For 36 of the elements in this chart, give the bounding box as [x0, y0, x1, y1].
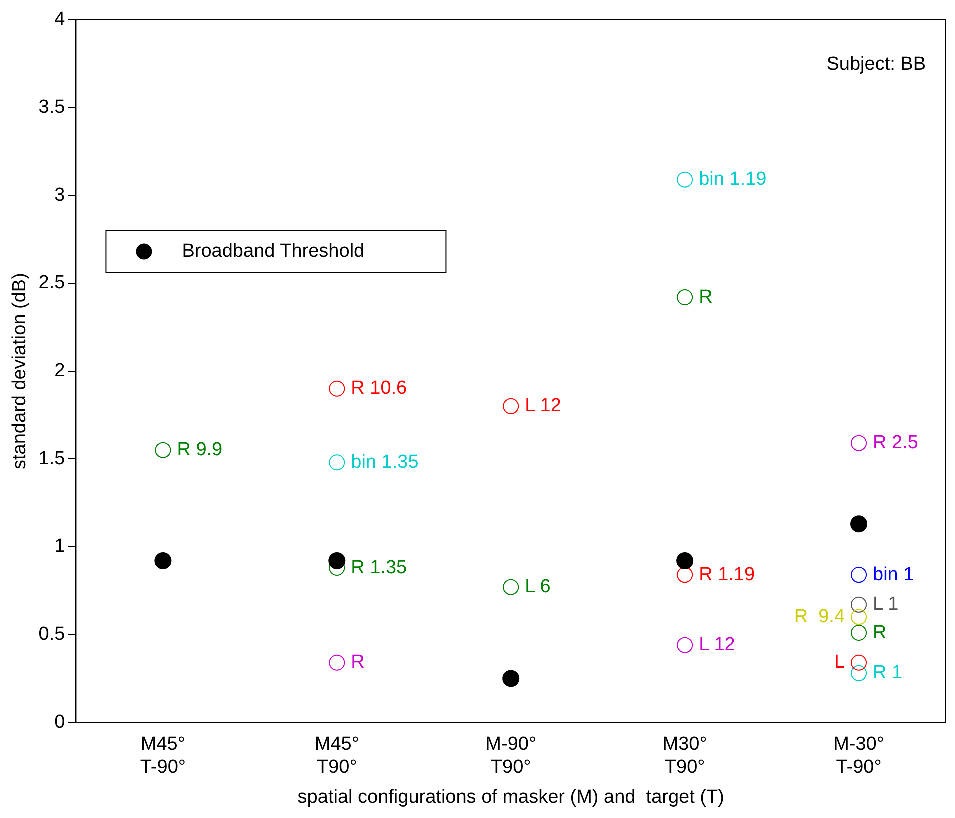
annotation: R 1 [873, 662, 903, 684]
annotation: R 1.35 [351, 557, 408, 578]
annotation: R 2.5 [873, 432, 918, 454]
y-tick-label: 0.5 [38, 624, 66, 646]
y-axis-title: standard deviation (dB) [10, 273, 31, 470]
annotation: bin 1.19 [699, 169, 767, 190]
annotation: bin 1 [873, 564, 914, 586]
annotation: R 9.9 [177, 440, 223, 461]
y-tick-label: 1 [54, 536, 66, 558]
annotation: R 9.4 [794, 606, 846, 628]
annotation: bin 1.35 [351, 452, 419, 473]
y-tick-label: 1.5 [38, 448, 66, 470]
annotation: L 1 [873, 594, 899, 616]
x-tick-label: M45° T90° [314, 734, 360, 778]
annotation: Subject: BB [826, 54, 926, 76]
annotation: L 6 [525, 576, 551, 598]
y-tick-label: 2 [54, 360, 66, 382]
annotation: R 1.19 [699, 564, 756, 586]
annotation: R [873, 622, 887, 644]
x-tick-label: M45° T-90° [140, 734, 186, 778]
x-tick-label: M-30° T-90° [834, 734, 884, 778]
y-tick-label: 0 [54, 712, 66, 733]
y-tick-label: 3 [54, 184, 66, 206]
y-tick-label: 3.5 [38, 97, 66, 118]
x-axis-title: spatial configurations of masker (M) and target (T) [298, 786, 724, 808]
annotation: L 12 [525, 396, 562, 417]
x-tick-label: M30° T90° [662, 734, 708, 778]
y-tick-label: 4 [54, 9, 66, 30]
y-tick-label: 2.5 [38, 272, 66, 294]
annotation: R [351, 652, 365, 674]
annotation: R 10.6 [351, 378, 408, 400]
legend-label: Broadband Threshold [182, 241, 365, 262]
x-tick-label: M-90° T90° [486, 734, 537, 778]
annotation: L [834, 652, 846, 674]
annotation: R [699, 286, 713, 308]
annotation: L 12 [699, 634, 736, 656]
